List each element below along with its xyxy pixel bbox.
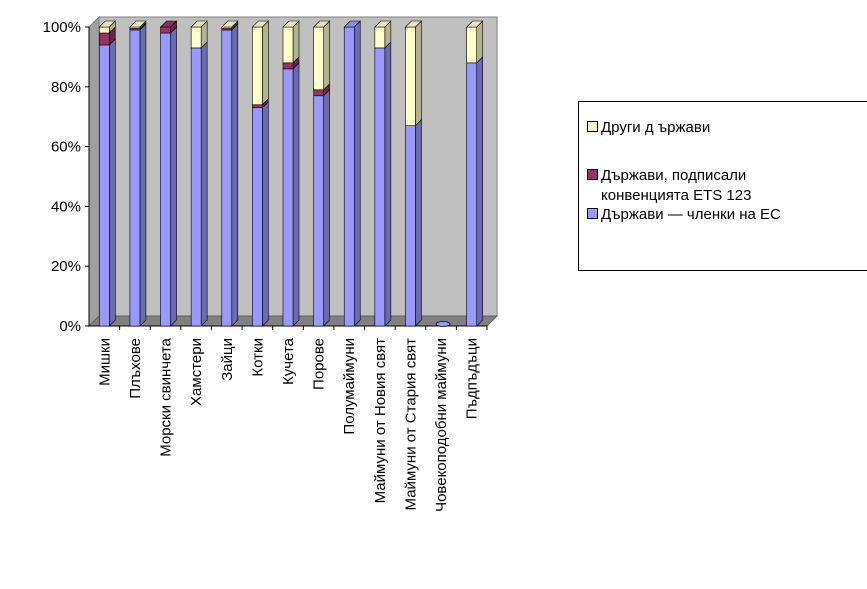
bar-segment-side bbox=[384, 41, 392, 327]
legend: Други д ържави Държави, подписали конвенци… bbox=[578, 101, 867, 271]
bar-segment bbox=[405, 26, 416, 126]
x-tick-label: Хамстери bbox=[188, 338, 205, 406]
bar-segment-side bbox=[170, 26, 177, 327]
x-tick-label: Пъдпъдъци bbox=[464, 338, 481, 419]
x-tick-label: Котки bbox=[249, 338, 266, 377]
plot-side-wall bbox=[88, 15, 100, 328]
bar-segment bbox=[190, 47, 202, 327]
bar-segment bbox=[190, 26, 202, 49]
x-tick-label: Човекоподобни маймуни bbox=[433, 338, 450, 512]
bar-segment bbox=[282, 26, 294, 64]
legend-swatch bbox=[587, 121, 598, 132]
y-tick-label: 40% bbox=[51, 198, 81, 215]
bar-segment bbox=[466, 26, 477, 64]
bar-top bbox=[465, 20, 484, 28]
bar-segment-side bbox=[262, 20, 269, 106]
bar-top bbox=[282, 20, 300, 28]
x-tick-label: Полумаймуни bbox=[341, 338, 358, 435]
bar-top bbox=[159, 20, 178, 28]
bar-top bbox=[374, 20, 392, 28]
x-tick-label: Морски свинчета bbox=[158, 337, 175, 456]
x-tick-label: Плъхове bbox=[127, 338, 144, 399]
bar-segment bbox=[99, 32, 110, 46]
bar-segment bbox=[343, 26, 355, 327]
bar-top bbox=[312, 20, 331, 28]
bar-segment-side bbox=[200, 41, 208, 327]
bar-segment bbox=[313, 26, 324, 91]
bar-segment bbox=[374, 47, 386, 327]
bar-segment-side bbox=[476, 20, 483, 64]
legend-swatch bbox=[587, 208, 598, 219]
x-tick-label: Маймуни от Стария свят bbox=[402, 338, 419, 511]
y-tick-label: 0% bbox=[59, 318, 81, 335]
y-tick-label: 20% bbox=[51, 258, 81, 275]
bar-empty bbox=[435, 321, 451, 327]
bar-segment-side bbox=[292, 20, 300, 64]
legend-item: Държави, подписали конвенцията ETS 123 bbox=[587, 166, 751, 206]
bar-segment bbox=[252, 26, 263, 106]
bar-segment-side bbox=[415, 118, 422, 327]
legend-label: Държави, подписали конвенцията ETS 123 bbox=[601, 167, 752, 204]
bar-segment-side bbox=[353, 20, 361, 327]
bar-top bbox=[251, 20, 270, 28]
bar-segment bbox=[99, 26, 110, 34]
bar-segment bbox=[282, 62, 294, 70]
legend-label: Други д ържави bbox=[601, 119, 711, 136]
bar-segment-side bbox=[415, 20, 422, 127]
x-tick-label: Маймуни от Новия свят bbox=[372, 338, 389, 503]
bar-top bbox=[129, 20, 147, 28]
bar-top bbox=[190, 20, 208, 28]
bar-segment bbox=[252, 104, 263, 109]
y-tick-label: 100% bbox=[43, 19, 81, 36]
bar-segment-side bbox=[323, 89, 330, 327]
bar-segment-side bbox=[323, 20, 330, 91]
legend-item: Други д ържави bbox=[587, 118, 710, 138]
bar-segment bbox=[252, 107, 263, 327]
bar-segment bbox=[160, 32, 171, 327]
bar-segment-side bbox=[262, 101, 269, 327]
bar-segment bbox=[160, 26, 171, 34]
bar-segment bbox=[313, 95, 324, 327]
bar-segment bbox=[282, 68, 294, 327]
y-tick-label: 60% bbox=[51, 139, 81, 156]
legend-swatch bbox=[587, 169, 598, 180]
bar-segment-side bbox=[109, 38, 116, 327]
bar-segment bbox=[129, 29, 141, 327]
bar-segment bbox=[221, 29, 233, 327]
legend-item: Държави — членки на ЕС bbox=[587, 205, 781, 225]
x-tick-label: Мишки bbox=[96, 338, 113, 386]
bar-top bbox=[404, 20, 423, 28]
bar-segment bbox=[405, 125, 416, 327]
bar-segment-side bbox=[292, 62, 300, 327]
bar-segment bbox=[374, 26, 386, 49]
bar-top bbox=[221, 20, 239, 28]
x-tick-label: Зайци bbox=[219, 338, 236, 381]
bar-top bbox=[98, 20, 117, 28]
bar-segment bbox=[99, 44, 110, 327]
bar-segment-side bbox=[139, 23, 147, 327]
y-tick-label: 80% bbox=[51, 79, 81, 96]
bar-segment-side bbox=[231, 23, 239, 327]
bar-segment-side bbox=[476, 56, 483, 327]
bar-segment bbox=[313, 89, 324, 97]
x-tick-label: Кучета bbox=[280, 337, 297, 385]
legend-label: Държави — членки на ЕС bbox=[601, 206, 781, 223]
bar-top bbox=[343, 20, 361, 28]
x-tick-label: Порове bbox=[311, 338, 328, 390]
bar-segment bbox=[466, 62, 477, 327]
